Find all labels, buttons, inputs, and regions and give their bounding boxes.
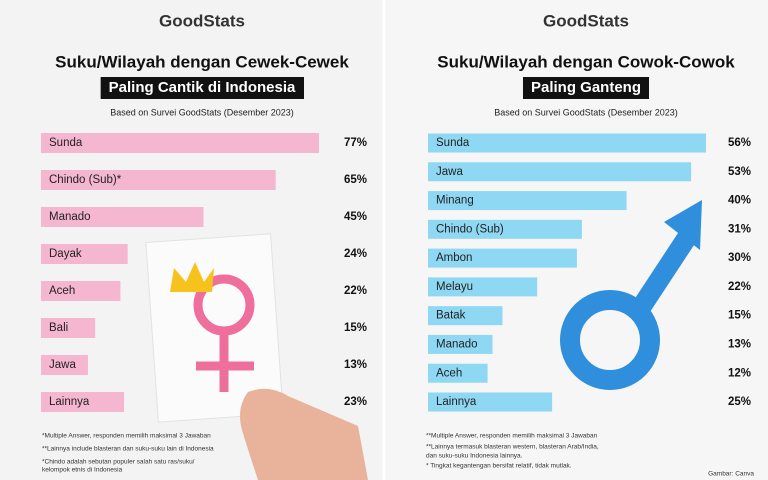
- category-label: Dayak: [49, 248, 82, 260]
- category-label: Chindo (Sub): [436, 223, 504, 235]
- value-label: 24%: [344, 248, 367, 260]
- category-label: Chindo (Sub)*: [49, 174, 122, 186]
- bar: [41, 170, 276, 190]
- hand: [240, 388, 368, 480]
- bar: [41, 207, 204, 227]
- logo: GoodStats: [543, 11, 629, 30]
- subtitle-background: [100, 77, 305, 99]
- value-label: 53%: [728, 166, 751, 178]
- value-label: 22%: [728, 281, 751, 293]
- bar: [428, 306, 503, 326]
- content: GoodStats Suku/Wilayah dengan Cewek-Cewek…: [41, 11, 754, 478]
- value-label: 30%: [728, 252, 751, 264]
- value-label: 15%: [344, 322, 367, 334]
- decoration-female: [145, 233, 368, 480]
- category-label: Batak: [436, 310, 466, 322]
- footnote: kelompok etnis di Indonesia: [42, 467, 123, 474]
- category-label: Melayu: [436, 281, 473, 293]
- bar: [428, 392, 553, 412]
- footnote: **Lainnya termasuk blasteran western, bl…: [426, 444, 599, 451]
- value-label: 12%: [728, 367, 751, 379]
- male-arrow-shaft: [629, 230, 697, 318]
- male-arrow-head: [664, 200, 702, 250]
- male-ring: [560, 290, 660, 390]
- value-label: 23%: [344, 396, 367, 408]
- category-label: Sunda: [436, 137, 470, 149]
- category-label: Jawa: [49, 359, 76, 371]
- bar: [41, 355, 88, 375]
- value-label: 25%: [728, 396, 751, 408]
- subtitle: Paling Ganteng: [531, 79, 641, 96]
- source: Based on Survei GoodStats (Desember 2023…: [494, 107, 678, 117]
- category-label: Lainnya: [436, 396, 477, 408]
- credit: Gambar: Canva: [708, 471, 754, 478]
- footnote: *Multiple Answer, responden memilih maks…: [42, 433, 211, 440]
- title: Suku/Wilayah dengan Cewek-Cewek: [55, 52, 349, 71]
- bar: [428, 191, 627, 211]
- decoration-male: [560, 200, 702, 390]
- value-label: 13%: [344, 359, 367, 371]
- logo: GoodStats: [159, 11, 245, 30]
- footnote: * Tingkat kegantengan bersifat relatif, …: [426, 463, 572, 470]
- category-label: Manado: [49, 211, 91, 223]
- category-label: Ambon: [436, 252, 472, 264]
- value-label: 77%: [344, 137, 367, 149]
- footnote: **Multiple Answer, responden memilih mak…: [426, 433, 598, 440]
- category-label: Manado: [436, 338, 478, 350]
- value-label: 31%: [728, 223, 751, 235]
- value-label: 40%: [728, 195, 751, 207]
- category-label: Jawa: [436, 166, 463, 178]
- bar: [428, 334, 493, 354]
- title: Suku/Wilayah dengan Cowok-Cowok: [437, 52, 735, 71]
- footnote: **Lainnya include blasteran dan suku-suk…: [42, 446, 214, 453]
- bar: [428, 277, 538, 297]
- category-label: Lainnya: [49, 396, 90, 408]
- category-label: Aceh: [49, 285, 75, 297]
- bar: [428, 248, 577, 268]
- crown: [170, 262, 214, 292]
- source: Based on Survei GoodStats (Desember 2023…: [110, 107, 294, 117]
- category-label: Aceh: [436, 367, 462, 379]
- category-label: Minang: [436, 195, 474, 207]
- bar: [428, 162, 692, 182]
- footnote: *Chindo adalah sebutan populer salah sat…: [42, 459, 195, 466]
- bar: [428, 219, 582, 239]
- value-label: 65%: [344, 174, 367, 186]
- value-label: 22%: [344, 285, 367, 297]
- bar: [41, 392, 125, 412]
- category-label: Sunda: [49, 137, 83, 149]
- category-label: Bali: [49, 322, 68, 334]
- footnote: dan suku-suku Indonesia lainnya.: [426, 453, 523, 460]
- value-label: 15%: [728, 310, 751, 322]
- subtitle-background: [522, 77, 650, 99]
- bar: [41, 318, 96, 338]
- value-label: 13%: [728, 338, 751, 350]
- subtitle: Paling Cantik di Indonesia: [109, 79, 296, 96]
- bar: [41, 244, 128, 264]
- value-label: 45%: [344, 211, 367, 223]
- bar: [41, 281, 121, 301]
- bar: [41, 133, 319, 153]
- bar: [428, 363, 488, 383]
- value-label: 56%: [728, 137, 751, 149]
- bar: [428, 133, 706, 153]
